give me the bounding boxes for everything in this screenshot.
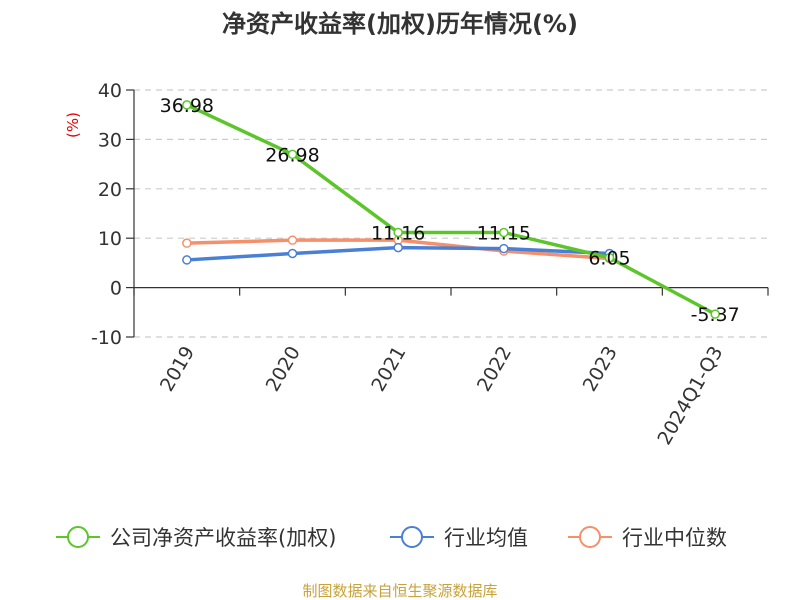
data-point-marker: [604, 252, 615, 263]
data-point-marker: [287, 248, 298, 259]
y-tick-label: 20: [98, 179, 122, 201]
legend-label: 行业中位数: [622, 526, 727, 550]
data-label: 6.05: [588, 248, 630, 270]
data-point-marker: [182, 255, 192, 265]
data-label: 11.16: [371, 222, 425, 244]
x-tick-label: 2020: [262, 343, 305, 396]
y-tick-label: 10: [98, 228, 122, 250]
x-tick-label: 2023: [579, 343, 622, 396]
data-label: 11.15: [477, 223, 531, 245]
y-tick-label: 40: [98, 80, 122, 102]
x-tick-label: 2019: [156, 343, 199, 396]
legend-swatch-marker: [579, 526, 601, 548]
y-tick-label: 30: [98, 129, 122, 151]
legend-item-0: 公司净资产收益率(加权): [56, 526, 336, 550]
y-tick-label: -10: [91, 327, 122, 349]
series-line-0: [186, 103, 716, 316]
legend-label: 行业均值: [444, 526, 528, 550]
data-point-marker: [499, 227, 509, 238]
legend-label: 公司净资产收益率(加权): [110, 526, 336, 550]
data-point-marker: [287, 149, 298, 160]
legend-swatch-marker: [67, 526, 89, 548]
x-tick-label: 2024Q1-Q3: [653, 343, 727, 449]
data-source-note: 制图数据来自恒生聚源数据库: [302, 582, 497, 600]
grid: [134, 89, 768, 338]
data-labels: 36.98 26.98 11.16 11.15 6.05 -5.37: [160, 95, 740, 326]
y-tick-label: 0: [110, 278, 122, 300]
y-unit-label: (%): [64, 112, 82, 138]
data-point-marker: [710, 309, 720, 319]
data-label: 26.98: [265, 144, 319, 166]
x-tick-label: 2021: [367, 343, 410, 396]
legend-item-1: 行业均值: [390, 526, 528, 550]
legend-item-2: 行业中位数: [568, 526, 727, 550]
axes: -10 0 10 20 30 40 2019 2020 2021 2022 2023 2024Q1-Q…: [91, 80, 769, 449]
data-point-marker: [182, 100, 192, 110]
data-point-marker: [393, 242, 403, 253]
series-lines: [182, 100, 720, 319]
data-point-marker: [393, 227, 403, 238]
data-point-marker: [499, 243, 509, 254]
chart-title: 净资产收益率(加权)历年情况(%): [222, 10, 578, 38]
legend-swatch-marker: [401, 526, 423, 548]
data-label: 36.98: [160, 95, 214, 117]
x-tick-label: 2022: [473, 343, 516, 396]
data-point-marker: [182, 238, 192, 248]
data-label: -5.37: [691, 304, 740, 326]
data-point-marker: [287, 235, 298, 245]
legend: 公司净资产收益率(加权) 行业均值 行业中位数: [56, 526, 727, 550]
